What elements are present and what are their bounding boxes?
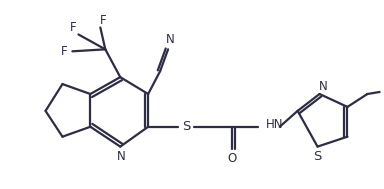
Text: N: N: [319, 80, 328, 93]
Text: S: S: [182, 120, 190, 133]
Text: O: O: [227, 152, 237, 165]
Text: N: N: [166, 33, 174, 46]
Text: S: S: [313, 150, 322, 163]
Text: N: N: [117, 150, 126, 163]
Text: F: F: [100, 14, 107, 27]
Text: HN: HN: [266, 118, 283, 131]
Text: F: F: [70, 21, 77, 34]
Text: F: F: [61, 45, 68, 58]
